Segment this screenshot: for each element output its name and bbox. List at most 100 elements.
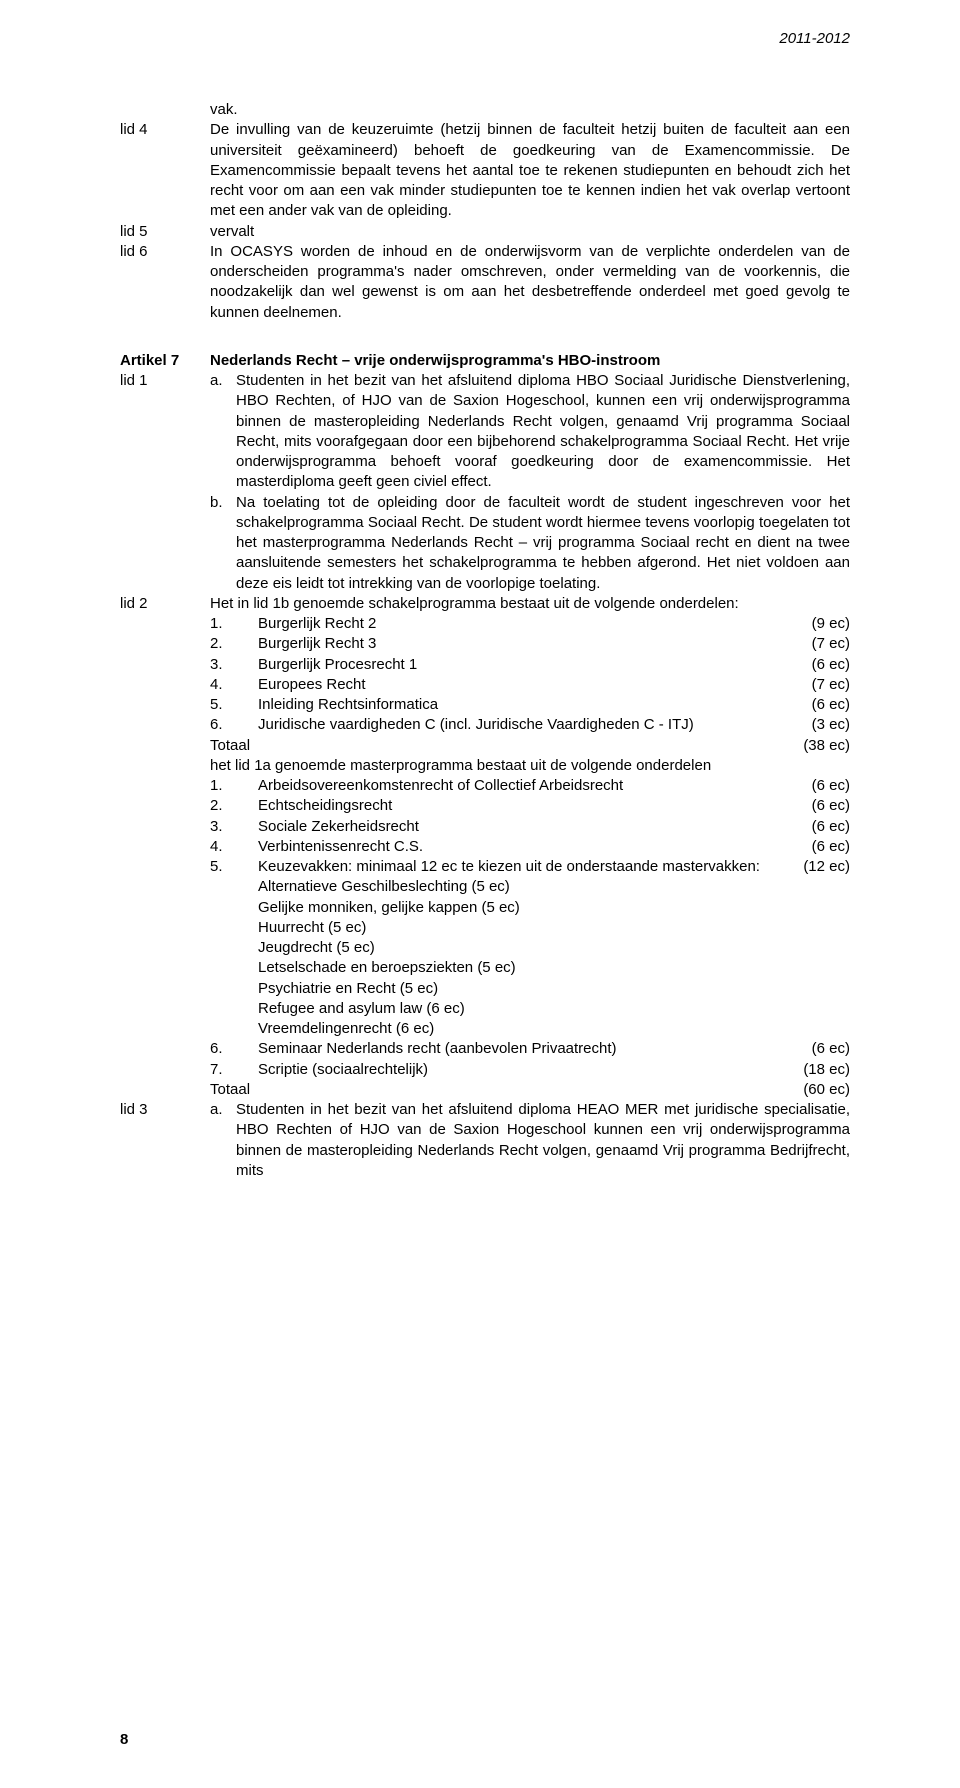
schakel-row: 1. Burgerlijk Recht 2 (9 ec)	[210, 614, 850, 634]
lid-3a-text: Studenten in het bezit van het afsluiten…	[236, 1100, 850, 1181]
ec: (6 ec)	[780, 817, 850, 837]
name: Burgerlijk Recht 3	[258, 634, 780, 654]
keuze-item: Psychiatrie en Recht (5 ec)	[258, 979, 850, 999]
artikel-7-title: Nederlands Recht – vrije onderwijsprogra…	[210, 351, 850, 371]
lid-4-label: lid 4	[120, 120, 210, 221]
lid-1a-letter: a.	[210, 371, 236, 493]
lid-1-label: lid 1	[120, 371, 210, 594]
ec: (6 ec)	[780, 796, 850, 816]
total-label: Totaal	[210, 1080, 780, 1100]
n: 4.	[210, 675, 258, 695]
master-tail-row: 6. Seminaar Nederlands recht (aanbevolen…	[210, 1039, 850, 1059]
lid-1-block: lid 1 a. Studenten in het bezit van het …	[120, 371, 850, 594]
n: 7.	[210, 1060, 258, 1080]
master-row: 2. Echtscheidingsrecht (6 ec)	[210, 796, 850, 816]
artikel-7-label: Artikel 7	[120, 351, 210, 371]
ec: (6 ec)	[780, 837, 850, 857]
lid-6-text: In OCASYS worden de inhoud en de onderwi…	[210, 242, 850, 323]
n: 4.	[210, 837, 258, 857]
n: 5.	[210, 695, 258, 715]
keuze-item: Letselschade en beroepsziekten (5 ec)	[258, 958, 850, 978]
ec: (6 ec)	[780, 655, 850, 675]
lid-1b-letter: b.	[210, 493, 236, 594]
name: Sociale Zekerheidsrecht	[258, 817, 780, 837]
page: 2011-2012 vak. lid 4 De invulling van de…	[0, 0, 960, 1788]
lid-5-label: lid 5	[120, 222, 210, 242]
keuze-item: Refugee and asylum law (6 ec)	[258, 999, 850, 1019]
lid-2-intro: Het in lid 1b genoemde schakelprogramma …	[210, 594, 850, 614]
ec: (6 ec)	[780, 695, 850, 715]
total-ec: (60 ec)	[780, 1080, 850, 1100]
master-row: 3. Sociale Zekerheidsrecht (6 ec)	[210, 817, 850, 837]
lid-4-block: lid 4 De invulling van de keuzeruimte (h…	[120, 120, 850, 221]
lid-6-block: lid 6 In OCASYS worden de inhoud en de o…	[120, 242, 850, 323]
lid-3-block: lid 3 a. Studenten in het bezit van het …	[120, 1100, 850, 1181]
n: 3.	[210, 817, 258, 837]
master-intro: het lid 1a genoemde masterprogramma best…	[210, 756, 850, 776]
n: 2.	[210, 796, 258, 816]
keuze-item: Vreemdelingenrecht (6 ec)	[258, 1019, 850, 1039]
schakel-row: 2. Burgerlijk Recht 3 (7 ec)	[210, 634, 850, 654]
lid-3a-letter: a.	[210, 1100, 236, 1181]
ec: (12 ec)	[780, 857, 850, 877]
keuze-item: Gelijke monniken, gelijke kappen (5 ec)	[258, 898, 850, 918]
keuze-item: Jeugdrecht (5 ec)	[258, 938, 850, 958]
keuze-item: Huurrecht (5 ec)	[258, 918, 850, 938]
content: vak. lid 4 De invulling van de keuzeruim…	[120, 100, 850, 1181]
keuze-item: Alternatieve Geschilbeslechting (5 ec)	[258, 877, 850, 897]
lid-6-label: lid 6	[120, 242, 210, 323]
master-total: Totaal (60 ec)	[210, 1080, 850, 1100]
master-tail-row: 7. Scriptie (sociaalrechtelijk) (18 ec)	[210, 1060, 850, 1080]
name: Seminaar Nederlands recht (aanbevolen Pr…	[258, 1039, 780, 1059]
ec: (3 ec)	[780, 715, 850, 735]
lid-2-body: Het in lid 1b genoemde schakelprogramma …	[210, 594, 850, 1100]
name: Burgerlijk Procesrecht 1	[258, 655, 780, 675]
pre-line: vak.	[210, 100, 850, 120]
master-row: 4. Verbintenissenrecht C.S. (6 ec)	[210, 837, 850, 857]
name: Juridische vaardigheden C (incl. Juridis…	[258, 715, 780, 735]
lid-4-text: De invulling van de keuzeruimte (hetzij …	[210, 120, 850, 221]
ec: (18 ec)	[780, 1060, 850, 1080]
n: 1.	[210, 614, 258, 634]
n: 5.	[210, 857, 258, 877]
ec: (6 ec)	[780, 1039, 850, 1059]
total-label: Totaal	[210, 736, 780, 756]
n: 6.	[210, 1039, 258, 1059]
lid-1b: b. Na toelating tot de opleiding door de…	[210, 493, 850, 594]
n: 1.	[210, 776, 258, 796]
name: Echtscheidingsrecht	[258, 796, 780, 816]
schakel-row: 6. Juridische vaardigheden C (incl. Juri…	[210, 715, 850, 735]
name: Inleiding Rechtsinformatica	[258, 695, 780, 715]
total-ec: (38 ec)	[780, 736, 850, 756]
n: 3.	[210, 655, 258, 675]
page-number: 8	[120, 1731, 128, 1748]
n: 6.	[210, 715, 258, 735]
name: Burgerlijk Recht 2	[258, 614, 780, 634]
master-row: 5. Keuzevakken: minimaal 12 ec te kiezen…	[210, 857, 850, 877]
schakel-total: Totaal (38 ec)	[210, 736, 850, 756]
n: 2.	[210, 634, 258, 654]
lid-1a-text: Studenten in het bezit van het afsluiten…	[236, 371, 850, 493]
lid-1b-text: Na toelating tot de opleiding door de fa…	[236, 493, 850, 594]
lid-5-block: lid 5 vervalt	[120, 222, 850, 242]
lid-2-block: lid 2 Het in lid 1b genoemde schakelprog…	[120, 594, 850, 1100]
ec: (9 ec)	[780, 614, 850, 634]
lid-3-body: a. Studenten in het bezit van het afslui…	[210, 1100, 850, 1181]
year-header: 2011-2012	[779, 30, 850, 47]
name: Verbintenissenrecht C.S.	[258, 837, 780, 857]
schakel-row: 3. Burgerlijk Procesrecht 1 (6 ec)	[210, 655, 850, 675]
schakel-row: 4. Europees Recht (7 ec)	[210, 675, 850, 695]
lid-1a: a. Studenten in het bezit van het afslui…	[210, 371, 850, 493]
lid-2-label: lid 2	[120, 594, 210, 1100]
lid-5-text: vervalt	[210, 222, 850, 242]
artikel-7-heading: Artikel 7 Nederlands Recht – vrije onder…	[120, 351, 850, 371]
name: Arbeidsovereenkomstenrecht of Collectief…	[258, 776, 780, 796]
name: Europees Recht	[258, 675, 780, 695]
lid-3a: a. Studenten in het bezit van het afslui…	[210, 1100, 850, 1181]
ec: (6 ec)	[780, 776, 850, 796]
schakel-row: 5. Inleiding Rechtsinformatica (6 ec)	[210, 695, 850, 715]
master-row: 1. Arbeidsovereenkomstenrecht of Collect…	[210, 776, 850, 796]
name: Keuzevakken: minimaal 12 ec te kiezen ui…	[258, 857, 780, 877]
lid-3-label: lid 3	[120, 1100, 210, 1181]
lid-1-body: a. Studenten in het bezit van het afslui…	[210, 371, 850, 594]
